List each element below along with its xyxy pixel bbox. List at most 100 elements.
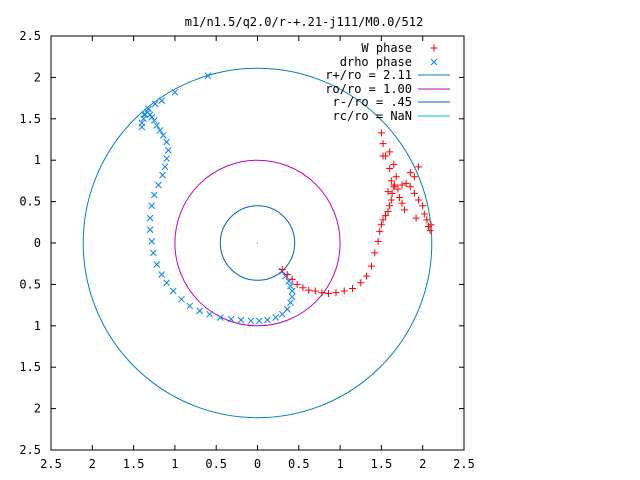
series-w-phase bbox=[278, 129, 435, 298]
w-phase-point bbox=[357, 279, 365, 287]
w-phase-point bbox=[427, 221, 435, 229]
x-tick-label: 1 bbox=[171, 457, 178, 471]
drho-phase-point bbox=[287, 282, 294, 290]
drho-phase-point bbox=[153, 122, 161, 129]
y-tick-label: 1 bbox=[34, 319, 41, 333]
x-tick-label: 1 bbox=[336, 457, 343, 471]
w-phase-point bbox=[311, 287, 319, 295]
drho-phase-point bbox=[140, 111, 148, 119]
drho-phase-point bbox=[227, 315, 235, 323]
y-tick-label: 0.5 bbox=[19, 195, 41, 209]
legend-label-r-plus: r+/ro = 2.11 bbox=[325, 68, 412, 82]
w-phase-point bbox=[379, 152, 387, 160]
drho-phase-point bbox=[158, 97, 166, 104]
w-phase-point bbox=[371, 249, 379, 257]
drho-phase-point bbox=[216, 314, 224, 321]
axis-ticks bbox=[50, 35, 465, 451]
drho-phase-point bbox=[164, 146, 172, 154]
series-drho-phase bbox=[138, 72, 296, 325]
legend-label-r-minus: r-/ro = .45 bbox=[333, 95, 412, 109]
drho-phase-point bbox=[163, 155, 170, 162]
w-phase-point bbox=[386, 202, 394, 210]
legend-marker-drho-phase bbox=[430, 58, 438, 66]
drho-phase-point bbox=[288, 293, 296, 301]
drho-phase-point bbox=[264, 316, 271, 324]
w-phase-point bbox=[340, 287, 348, 295]
drho-phase-point bbox=[141, 111, 149, 119]
w-phase-point bbox=[384, 208, 392, 216]
w-phase-point bbox=[384, 188, 392, 196]
drho-phase-point bbox=[255, 317, 263, 325]
w-phase-point bbox=[394, 185, 402, 193]
w-phase-point bbox=[332, 289, 340, 297]
w-phase-point bbox=[412, 214, 420, 222]
drho-phase-point bbox=[159, 132, 167, 139]
w-phase-point bbox=[391, 181, 399, 189]
w-phase-point bbox=[278, 265, 286, 273]
drho-phase-point bbox=[169, 287, 177, 295]
drho-phase-point bbox=[146, 214, 154, 222]
x-tick-label: 2 bbox=[89, 457, 96, 471]
drho-phase-point bbox=[138, 123, 146, 131]
legend-sample-drho-phase bbox=[430, 58, 438, 66]
drho-phase-point bbox=[158, 271, 166, 278]
w-phase-point bbox=[376, 227, 384, 235]
w-phase-point bbox=[396, 193, 404, 201]
drho-phase-point bbox=[148, 237, 156, 245]
circle-0 bbox=[82, 67, 433, 419]
legend-label-ro: ro/ro = 1.00 bbox=[325, 82, 412, 96]
x-tick-label: 0.5 bbox=[288, 457, 310, 471]
drho-phase-point bbox=[163, 279, 170, 287]
w-phase-point bbox=[325, 290, 333, 298]
legend-label-w-phase: W phase bbox=[361, 41, 412, 55]
y-axis-tick-labels: 2.5 2 1.5 1 0.5 0 0.5 1 1.5 2 2.5 bbox=[19, 29, 41, 457]
w-phase-point bbox=[348, 285, 356, 293]
drho-phase-point bbox=[206, 310, 213, 318]
legend-sample-w-phase bbox=[430, 44, 438, 52]
w-phase-point bbox=[293, 280, 301, 288]
w-phase-point bbox=[386, 164, 394, 172]
legend-label-drho-phase: drho phase bbox=[340, 55, 412, 69]
w-phase-point bbox=[379, 216, 387, 224]
w-phase-point bbox=[377, 221, 385, 229]
w-phase-point bbox=[283, 270, 291, 278]
w-phase-point bbox=[318, 289, 326, 297]
w-phase-point bbox=[299, 284, 307, 292]
w-phase-point bbox=[382, 212, 390, 220]
chart-title: m1/n1.5/q2.0/r-+.21-j111/M0.0/512 bbox=[185, 15, 423, 29]
drho-phase-point bbox=[288, 287, 296, 295]
reference-circles bbox=[82, 67, 433, 419]
w-phase-point bbox=[288, 275, 296, 283]
drho-phase-point bbox=[278, 310, 286, 318]
w-phase-point bbox=[406, 183, 414, 191]
w-phase-point bbox=[410, 173, 418, 181]
w-phase-point bbox=[426, 227, 434, 235]
y-tick-label: 0.5 bbox=[19, 277, 41, 291]
drho-phase-point bbox=[159, 171, 166, 179]
drho-phase-point bbox=[150, 117, 158, 124]
drho-phase-point bbox=[148, 202, 156, 210]
w-phase-point bbox=[420, 210, 428, 218]
drho-phase-point bbox=[150, 249, 157, 257]
y-tick-label: 1.5 bbox=[19, 360, 41, 374]
w-phase-point bbox=[401, 206, 409, 214]
w-phase-point bbox=[377, 129, 385, 137]
x-tick-label: 1.5 bbox=[123, 457, 145, 471]
drho-phase-point bbox=[146, 226, 154, 234]
drho-phase-point bbox=[287, 299, 294, 306]
y-tick-label: 1.5 bbox=[19, 112, 41, 126]
circle-1 bbox=[174, 159, 341, 327]
w-phase-point bbox=[367, 262, 375, 270]
w-phase-point bbox=[390, 160, 398, 168]
x-tick-label: 2.5 bbox=[453, 457, 475, 471]
drho-phase-point bbox=[196, 307, 204, 315]
w-phase-point bbox=[363, 272, 371, 280]
legend-label-rc: rc/ro = NaN bbox=[333, 109, 412, 123]
w-phase-point bbox=[406, 169, 414, 177]
drho-phase-point bbox=[145, 105, 152, 113]
drho-phase-point bbox=[272, 314, 280, 321]
w-phase-point bbox=[419, 202, 427, 210]
w-phase-point bbox=[387, 177, 395, 185]
drho-phase-point bbox=[150, 191, 158, 199]
x-axis-tick-labels: 2.5 2 1.5 1 0.5 0 0.5 1 1.5 2 2.5 bbox=[40, 457, 475, 471]
